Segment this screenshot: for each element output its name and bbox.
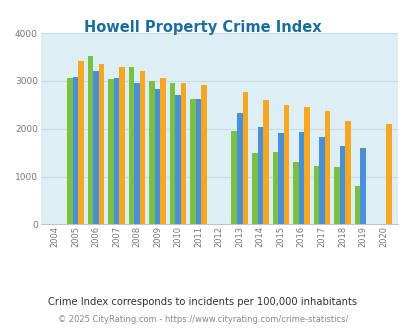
Bar [262,100,268,224]
Bar [160,78,166,224]
Bar [190,99,196,224]
Bar [344,120,350,224]
Bar [231,131,237,224]
Bar [119,67,125,224]
Bar [277,134,283,224]
Bar [313,166,318,224]
Bar [298,132,303,224]
Text: © 2025 CityRating.com - https://www.cityrating.com/crime-statistics/: © 2025 CityRating.com - https://www.city… [58,315,347,324]
Bar [292,162,298,224]
Bar [252,152,257,224]
Bar [108,80,113,224]
Bar [359,148,365,224]
Bar [354,186,359,224]
Bar [154,88,160,224]
Bar [128,67,134,224]
Bar [333,167,339,224]
Bar [181,83,186,224]
Bar [149,81,154,224]
Bar [113,78,119,224]
Bar [67,79,72,224]
Bar [283,105,288,224]
Bar [272,152,277,224]
Bar [134,83,140,224]
Bar [318,137,324,224]
Bar [196,99,201,224]
Bar [257,127,262,224]
Bar [385,124,391,224]
Bar [339,146,344,224]
Bar [303,107,309,224]
Bar [242,92,247,224]
Text: Howell Property Crime Index: Howell Property Crime Index [84,20,321,35]
Bar [140,71,145,224]
Bar [324,111,329,224]
Bar [78,61,83,224]
Text: Crime Index corresponds to incidents per 100,000 inhabitants: Crime Index corresponds to incidents per… [48,297,357,307]
Bar [98,64,104,224]
Bar [201,85,207,224]
Bar [175,95,181,224]
Bar [93,71,98,224]
Bar [237,113,242,224]
Bar [72,77,78,224]
Bar [87,56,93,224]
Bar [169,83,175,224]
